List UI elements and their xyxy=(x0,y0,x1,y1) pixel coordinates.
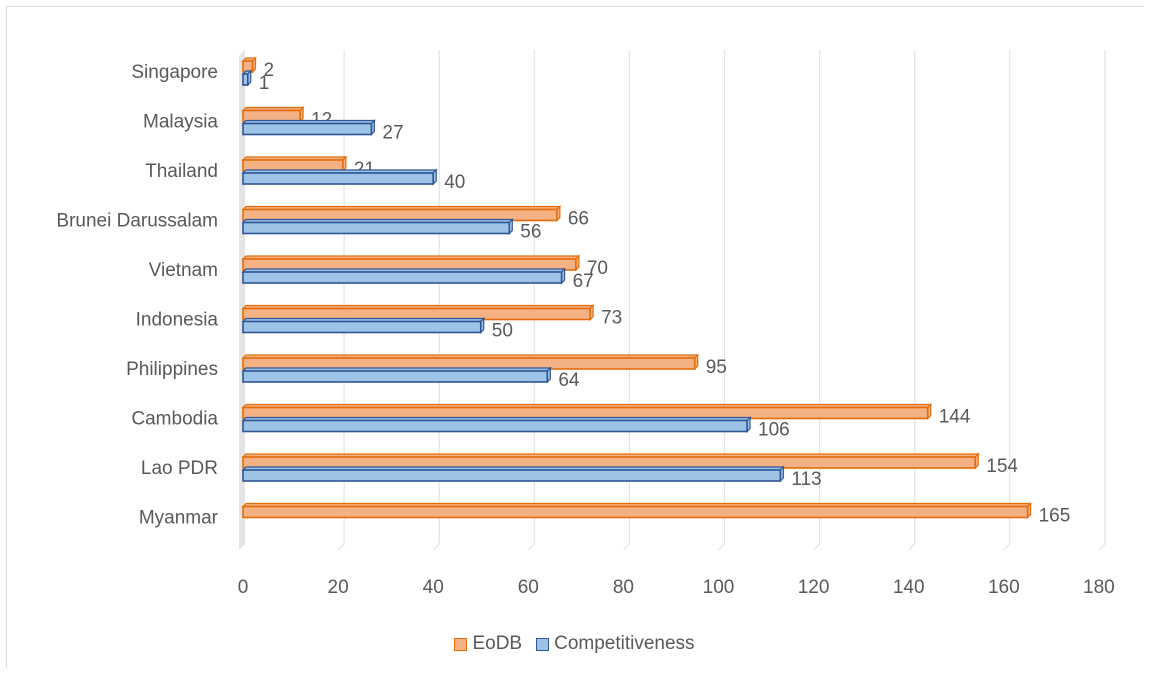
data-label: 144 xyxy=(939,407,971,428)
legend-swatch-competitiveness xyxy=(536,637,550,651)
data-label: 95 xyxy=(706,357,727,378)
bar-eodb xyxy=(242,456,977,469)
bar-competitiveness xyxy=(242,271,563,284)
legend-item-competitiveness: Competitiveness xyxy=(536,633,695,655)
bar-eodb xyxy=(242,208,558,222)
data-label: 73 xyxy=(601,308,622,329)
data-label: 40 xyxy=(444,172,465,193)
bar-competitiveness xyxy=(242,172,434,185)
x-tick-label: 140 xyxy=(893,577,925,598)
category-label: Lao PDR xyxy=(141,458,218,479)
bar-competitiveness xyxy=(242,469,782,482)
gridline xyxy=(1003,50,1011,551)
x-tick-label: 0 xyxy=(238,577,249,598)
bar-competitiveness xyxy=(242,221,511,235)
category-label: Brunei Darussalam xyxy=(56,211,218,232)
x-tick-label: 40 xyxy=(423,577,444,598)
bar-eodb xyxy=(242,505,1029,519)
gridline xyxy=(908,50,916,551)
x-tick-label: 120 xyxy=(798,577,830,598)
bar-eodb xyxy=(242,109,301,123)
legend-item-eodb: EoDB xyxy=(454,633,522,655)
gridline xyxy=(813,50,821,551)
category-label: Malaysia xyxy=(143,112,218,133)
legend-label-eodb: EoDB xyxy=(472,633,523,654)
x-tick-label: 20 xyxy=(328,577,349,598)
x-tick-label: 180 xyxy=(1083,577,1115,598)
data-label: 154 xyxy=(986,456,1018,477)
x-tick-label: 100 xyxy=(703,577,735,598)
bar-competitiveness xyxy=(242,370,549,383)
category-label: Vietnam xyxy=(149,260,218,281)
gridline xyxy=(1098,50,1106,551)
data-label: 66 xyxy=(568,209,589,230)
bar-competitiveness xyxy=(242,320,482,334)
data-label: 2 xyxy=(264,60,275,81)
chart-frame xyxy=(6,6,1144,668)
data-label: 50 xyxy=(492,321,513,342)
gridline xyxy=(718,50,726,551)
category-label: Cambodia xyxy=(131,409,218,430)
bar-competitiveness xyxy=(242,73,249,86)
bar-eodb xyxy=(242,159,344,172)
bar-competitiveness xyxy=(242,419,748,433)
category-label: Indonesia xyxy=(136,310,219,331)
bar-eodb xyxy=(242,258,577,271)
bar-competitiveness xyxy=(242,122,373,136)
category-label: Thailand xyxy=(145,161,218,182)
legend-label-competitiveness: Competitiveness xyxy=(554,633,695,654)
data-label: 67 xyxy=(573,271,594,292)
gridline xyxy=(622,50,631,551)
category-label: Philippines xyxy=(126,359,218,380)
legend: EoDB Competitiveness xyxy=(0,633,1149,655)
x-tick-label: 160 xyxy=(988,577,1020,598)
data-label: 106 xyxy=(758,420,790,441)
x-tick-label: 60 xyxy=(518,577,539,598)
data-label: 27 xyxy=(382,123,403,144)
data-label: 165 xyxy=(1039,506,1071,527)
data-label: 56 xyxy=(520,222,541,243)
category-label: Singapore xyxy=(131,62,218,83)
bar-eodb xyxy=(242,357,696,370)
data-label: 64 xyxy=(558,370,580,391)
legend-swatch-eodb xyxy=(454,637,468,651)
bar-eodb xyxy=(242,307,591,321)
data-label: 1 xyxy=(259,73,270,94)
data-label: 70 xyxy=(587,258,608,279)
x-tick-label: 80 xyxy=(613,577,634,598)
category-label: Myanmar xyxy=(139,508,219,529)
bar-eodb xyxy=(242,406,929,420)
data-label: 113 xyxy=(791,469,821,490)
